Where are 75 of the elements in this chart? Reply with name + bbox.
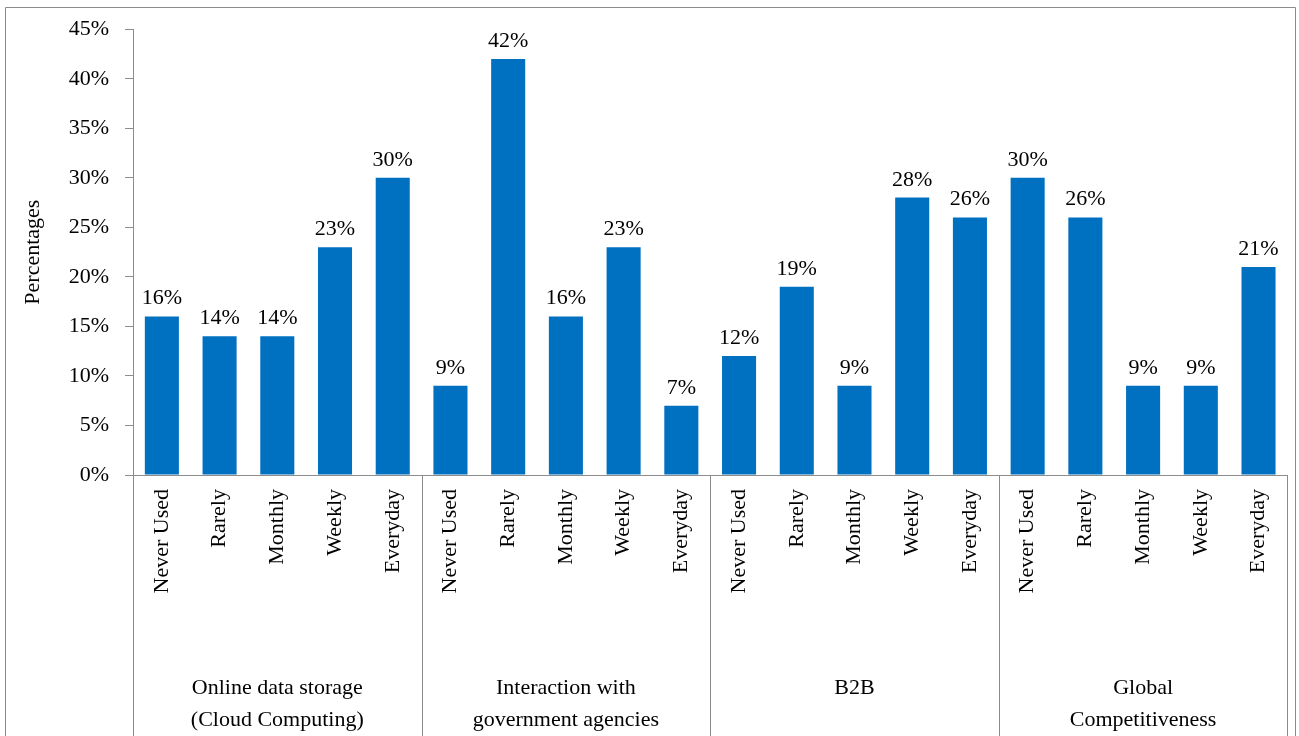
data-label: 30%: [372, 145, 413, 171]
x-tick-label: Never Used: [147, 489, 173, 594]
data-label: 12%: [718, 324, 760, 350]
y-axis-title: Percentages: [18, 199, 44, 305]
bar: [491, 58, 526, 475]
x-tick-label: Everyday: [667, 489, 693, 574]
x-tick-label: Rarely: [782, 489, 808, 548]
bar: [664, 405, 699, 475]
y-tick-label: 15%: [68, 312, 109, 338]
x-tick-label: Monthly: [551, 489, 577, 565]
bar: [433, 385, 468, 475]
data-label: 16%: [545, 284, 587, 310]
data-label: 26%: [1065, 185, 1106, 211]
x-tick-label: Weekly: [320, 489, 346, 556]
bar: [202, 336, 237, 475]
bar: [260, 336, 295, 475]
data-label: 28%: [892, 165, 933, 191]
y-tick-label: 5%: [79, 411, 109, 437]
data-label: 19%: [776, 254, 817, 280]
bar: [606, 247, 641, 475]
data-label: 26%: [949, 185, 991, 211]
bar: [837, 385, 872, 475]
x-tick-label: Monthly: [263, 489, 289, 565]
data-label: 16%: [141, 284, 183, 310]
y-tick-label: 10%: [68, 361, 109, 387]
y-tick-label: 35%: [68, 114, 109, 140]
x-tick-label: Monthly: [840, 489, 866, 565]
x-tick-label: Never Used: [1013, 489, 1039, 594]
x-tick-label: Weekly: [1186, 489, 1212, 556]
bar: [952, 217, 987, 475]
data-label: 9%: [1128, 353, 1158, 379]
x-tick-label: Weekly: [897, 489, 923, 556]
bar: [722, 356, 757, 475]
text: Online data storage (Cloud Computing): [190, 673, 364, 731]
bar: [375, 177, 410, 475]
y-tick-label: 25%: [68, 213, 109, 239]
bar: [1241, 266, 1276, 475]
data-label: 14%: [199, 304, 240, 330]
y-tick-label: 30%: [68, 163, 109, 189]
y-tick-label: 20%: [68, 262, 109, 288]
y-tick-label: 0%: [79, 460, 109, 486]
x-tick-label: Rarely: [1071, 489, 1097, 548]
data-label: 9%: [1186, 353, 1216, 379]
bar: [1183, 385, 1218, 475]
bar: [1010, 177, 1045, 475]
x-tick-label: Everyday: [378, 489, 404, 574]
bar: [779, 286, 814, 475]
bar: [144, 316, 179, 475]
bar: [1068, 217, 1103, 475]
bar: [895, 197, 930, 475]
data-label: 21%: [1238, 234, 1279, 260]
x-tick-label: Never Used: [724, 489, 750, 594]
data-label: 23%: [603, 215, 644, 241]
data-label: 30%: [1007, 145, 1048, 171]
data-label: 9%: [839, 353, 870, 379]
y-tick-label: 40%: [68, 64, 109, 90]
y-tick-label: 45%: [68, 14, 109, 40]
text: Global Competitiveness: [1069, 673, 1217, 731]
bar: [317, 247, 353, 475]
data-label: 9%: [435, 353, 466, 379]
x-tick-label: Rarely: [493, 489, 519, 548]
bar: [1126, 385, 1161, 475]
x-tick-label: Never Used: [436, 489, 462, 594]
x-tick-label: Monthly: [1128, 489, 1154, 565]
data-label: 7%: [666, 373, 696, 399]
data-label: 23%: [314, 215, 356, 241]
bar: [548, 316, 583, 475]
text: B2B: [834, 673, 875, 699]
data-label: 14%: [257, 304, 298, 330]
x-tick-label: Everyday: [955, 489, 981, 574]
x-tick-label: Everyday: [1244, 489, 1270, 574]
text: Interaction with government agencies: [472, 673, 660, 731]
data-label: 42%: [488, 26, 529, 52]
x-tick-label: Rarely: [205, 489, 231, 548]
x-tick-label: Weekly: [609, 489, 635, 556]
